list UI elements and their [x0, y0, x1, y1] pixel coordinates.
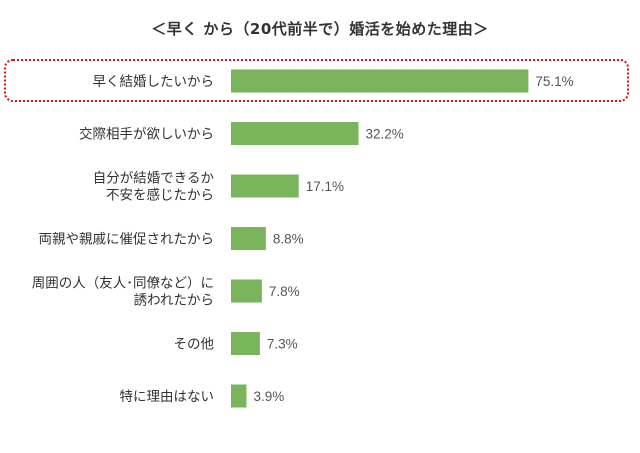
chart-title: ＜早く から（20代前半で）婚活を始めた理由＞: [151, 20, 489, 38]
category-label-5: その他: [174, 337, 215, 353]
value-label-6: 3.9%: [253, 389, 284, 404]
bar-2: [231, 174, 299, 198]
category-label-2-line-0: 自分が結婚できるか: [93, 171, 215, 187]
category-label-0: 早く結婚したいから: [93, 74, 215, 90]
bar-0: [231, 69, 529, 93]
value-label-4: 7.8%: [269, 284, 300, 299]
value-label-0: 75.1%: [535, 74, 573, 89]
category-label-4-line-0: 周囲の人（友人･同僚など）に: [32, 276, 214, 292]
category-label-1: 交際相手が欲しいから: [79, 126, 214, 143]
category-label-4-line-1: 誘われたから: [134, 293, 214, 309]
value-label-5: 7.3%: [267, 337, 298, 352]
category-label-2-line-1: 不安を感じたから: [106, 187, 214, 204]
bar-3: [231, 227, 266, 250]
category-label-3: 両親や親戚に催促されたから: [39, 232, 215, 248]
category-label-6: 特に理由はない: [120, 389, 215, 405]
value-label-2: 17.1%: [306, 179, 344, 194]
highlight-frame: [4, 59, 629, 102]
value-label-3: 8.8%: [273, 232, 304, 247]
bar-6: [231, 384, 247, 408]
bar-5: [231, 332, 260, 355]
bar-4: [231, 279, 262, 303]
value-label-1: 32.2%: [366, 127, 404, 142]
bar-1: [231, 122, 359, 145]
